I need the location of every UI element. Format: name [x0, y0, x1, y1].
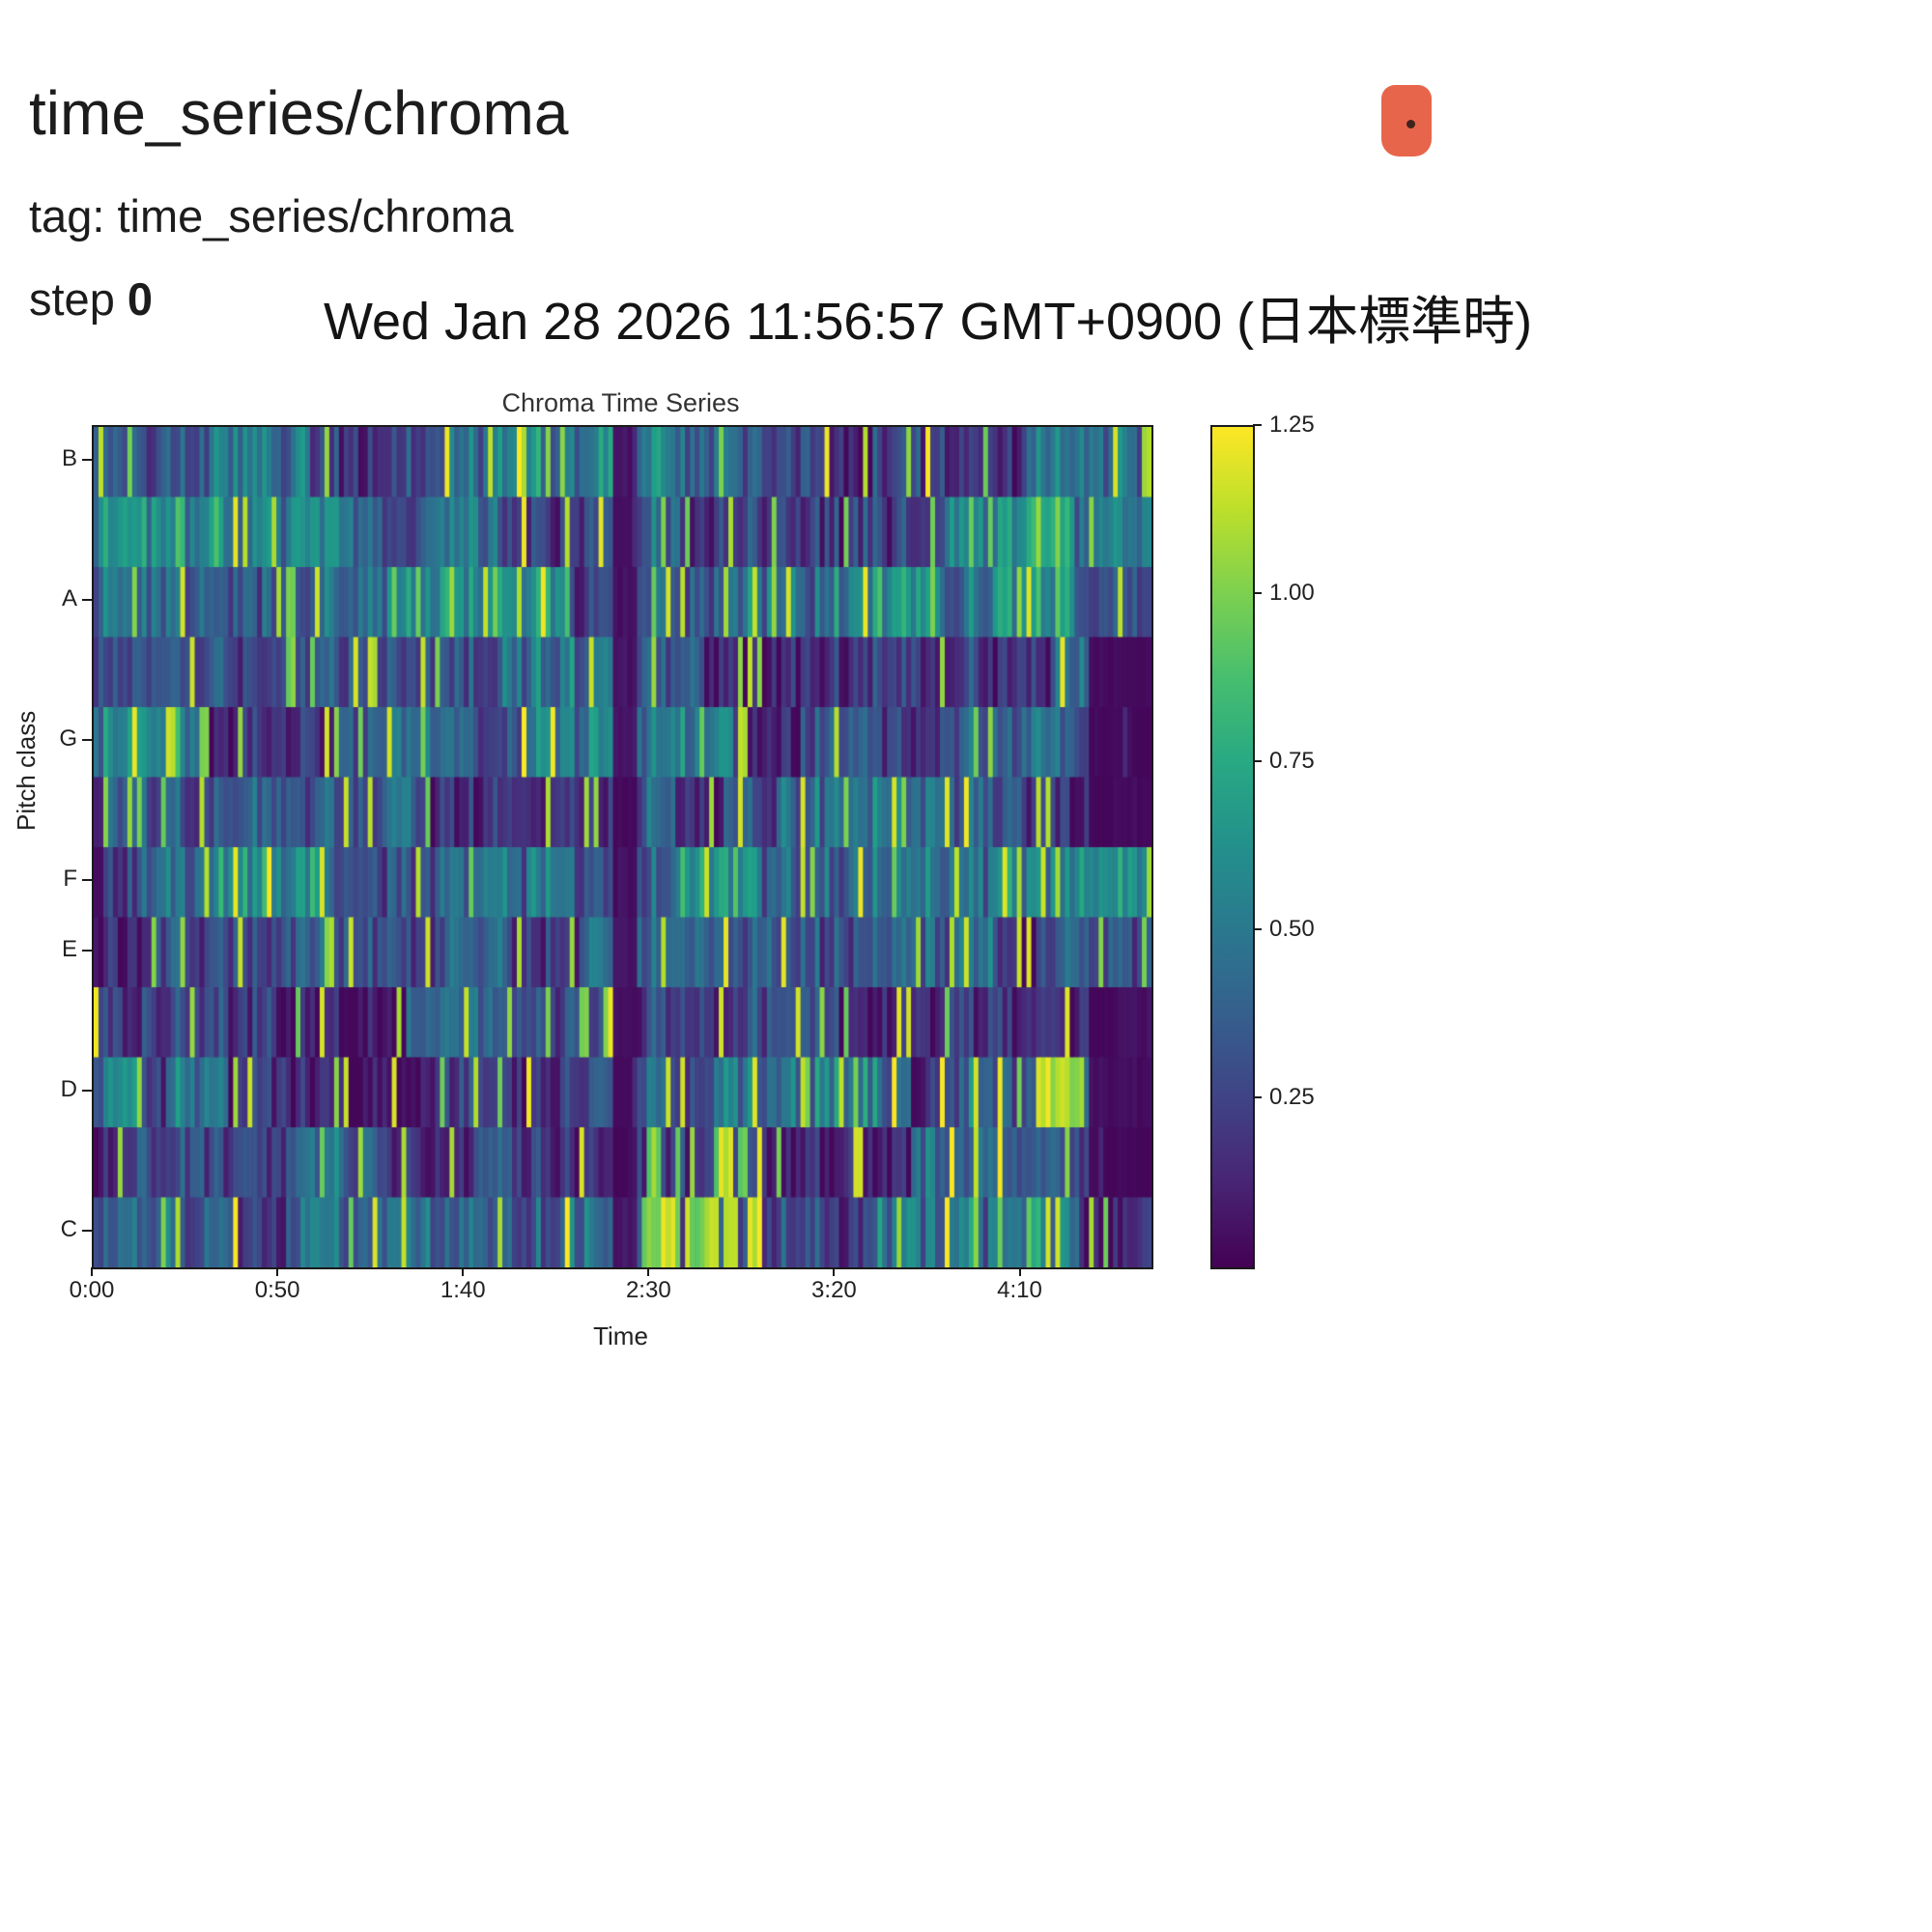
y-tick-label: A: [61, 585, 77, 612]
y-tick-mark: [82, 879, 92, 882]
y-tick-mark: [82, 459, 92, 462]
x-tick-mark: [1018, 1267, 1021, 1276]
colorbar-tick-mark: [1253, 424, 1262, 426]
colorbar: [1210, 425, 1255, 1269]
y-tick-mark: [82, 1089, 92, 1092]
y-tick-label: B: [61, 445, 77, 472]
y-tick-mark: [82, 739, 92, 742]
colorbar-tick-mark: [1253, 760, 1262, 762]
y-tick-label: C: [60, 1215, 77, 1242]
x-tick-label: 1:40: [440, 1277, 486, 1303]
x-axis-label: Time: [593, 1321, 648, 1350]
x-tick-mark: [647, 1267, 650, 1276]
pin-dot-icon: [1406, 120, 1415, 128]
y-tick-label: G: [59, 725, 77, 753]
colorbar-tick-label: 0.25: [1269, 1084, 1315, 1110]
y-tick-label: F: [63, 866, 77, 893]
colorbar-tick-mark: [1253, 592, 1262, 594]
y-tick-label: D: [60, 1075, 77, 1102]
colorbar-tick-label: 0.50: [1269, 916, 1315, 942]
card-title: time_series/chroma: [29, 78, 569, 148]
step-value: 0: [127, 273, 154, 325]
x-tick-mark: [91, 1267, 93, 1276]
colorbar-tick-mark: [1253, 1096, 1262, 1098]
x-tick-mark: [833, 1267, 836, 1276]
colorbar-tick-mark: [1253, 928, 1262, 930]
step-label: step: [29, 273, 115, 325]
figure-title: Chroma Time Series: [501, 388, 740, 417]
x-tick-label: 4:10: [997, 1277, 1042, 1303]
x-tick-label: 3:20: [811, 1277, 857, 1303]
y-tick-label: E: [61, 935, 77, 962]
y-tick-mark: [82, 1229, 92, 1232]
heatmap-plot: [92, 425, 1153, 1269]
y-tick-mark: [82, 599, 92, 602]
x-tick-mark: [462, 1267, 465, 1276]
pin-icon[interactable]: [1381, 85, 1432, 156]
x-tick-label: 2:30: [625, 1277, 671, 1303]
x-tick-label: 0:00: [69, 1277, 115, 1303]
timestamp: Wed Jan 28 2026 11:56:57 GMT+0900 (日本標準時…: [324, 293, 1533, 351]
x-tick-mark: [276, 1267, 279, 1276]
tag-line: tag: time_series/chroma: [29, 190, 514, 242]
colorbar-tick-label: 1.25: [1269, 412, 1315, 438]
x-tick-label: 0:50: [254, 1277, 300, 1303]
step-row: step 0: [29, 272, 153, 326]
colorbar-tick-label: 0.75: [1269, 748, 1315, 774]
heatmap-canvas: [94, 427, 1151, 1267]
colorbar-tick-label: 1.00: [1269, 580, 1315, 606]
y-tick-mark: [82, 949, 92, 952]
